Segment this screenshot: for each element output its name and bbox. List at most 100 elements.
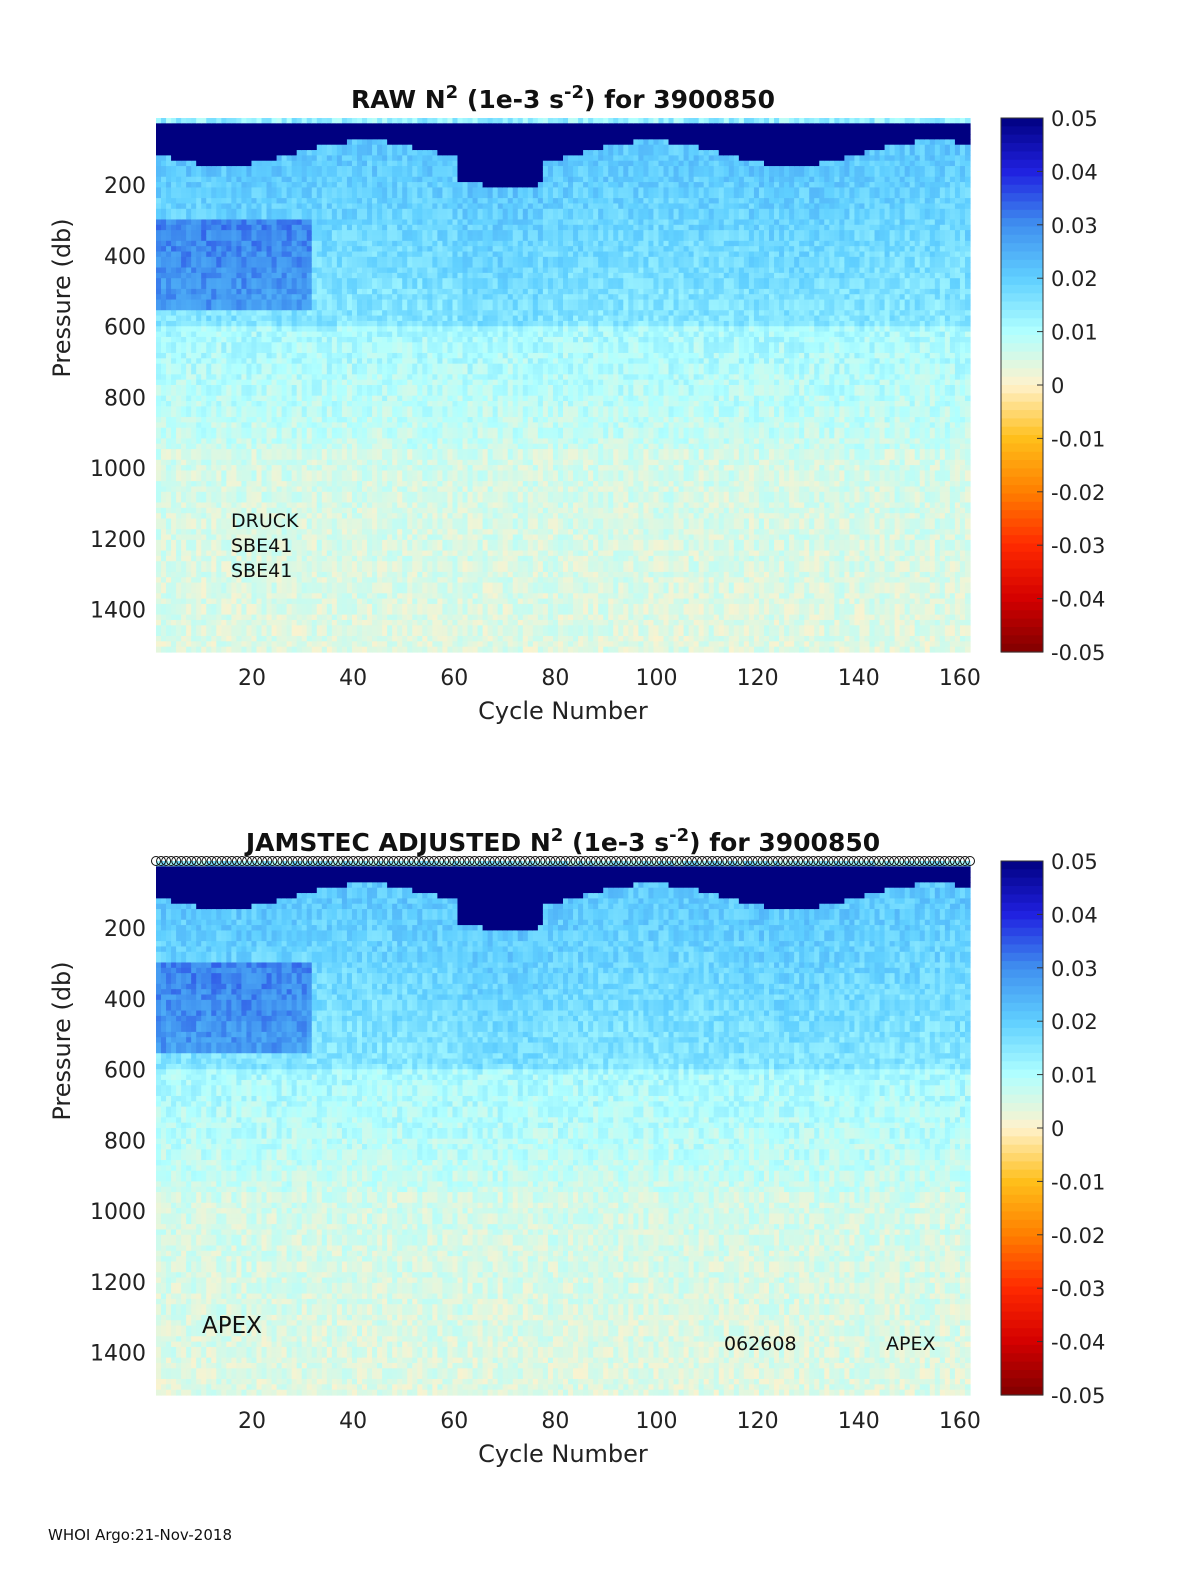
heatmap-cell — [292, 316, 298, 322]
heatmap-cell — [302, 460, 308, 466]
heatmap-cell — [191, 631, 197, 637]
heatmap-cell — [241, 428, 247, 434]
heatmap-cell — [226, 230, 232, 236]
heatmap-cell — [307, 289, 313, 295]
heatmap-cell — [156, 551, 162, 557]
heatmap-cell — [256, 246, 262, 252]
heatmap-cell — [272, 412, 278, 418]
heatmap-cell — [176, 268, 182, 274]
heatmap-cell — [196, 609, 202, 615]
heatmap-cell — [226, 118, 232, 124]
heatmap-cell — [272, 374, 278, 380]
heatmap-cell — [262, 609, 268, 615]
heatmap-cell — [206, 497, 212, 503]
heatmap-cell — [292, 476, 298, 482]
heatmap-cell — [161, 326, 167, 332]
heatmap-cell — [226, 209, 232, 215]
heatmap-cell — [297, 428, 303, 434]
heatmap-cell — [267, 593, 273, 599]
heatmap-cell — [262, 460, 268, 466]
heatmap-cell — [211, 262, 217, 268]
heatmap-cell — [262, 604, 268, 610]
heatmap-cell — [282, 438, 288, 444]
heatmap-cell — [211, 332, 217, 338]
heatmap-cell — [166, 305, 172, 311]
heatmap-cell — [196, 588, 202, 594]
heatmap-cell — [216, 369, 222, 375]
heatmap-cell — [221, 599, 227, 605]
heatmap-cell — [251, 241, 257, 247]
heatmap-cell — [262, 470, 268, 476]
heatmap-cell — [262, 417, 268, 423]
heatmap-cell — [302, 481, 308, 487]
heatmap-cell — [156, 123, 162, 129]
heatmap-cell — [246, 129, 252, 135]
heatmap-cell — [201, 380, 207, 386]
heatmap-cell — [307, 588, 313, 594]
heatmap-cell — [211, 497, 217, 503]
heatmap-cell — [216, 209, 222, 215]
heatmap-cell — [161, 540, 167, 546]
heatmap-cell — [186, 353, 192, 359]
heatmap-cell — [186, 300, 192, 306]
heatmap-cell — [191, 636, 197, 642]
heatmap-cell — [181, 321, 187, 327]
heatmap-cell — [292, 380, 298, 386]
heatmap-cell — [256, 300, 262, 306]
heatmap-cell — [196, 470, 202, 476]
heatmap-cell — [282, 257, 288, 263]
heatmap-cell — [277, 609, 283, 615]
heatmap-cell — [191, 385, 197, 391]
heatmap-cell — [256, 348, 262, 354]
heatmap-cell — [161, 572, 167, 578]
heatmap-cell — [201, 166, 207, 172]
heatmap-cell — [262, 583, 268, 589]
heatmap-cell — [282, 401, 288, 407]
heatmap-cell — [176, 599, 182, 605]
heatmap-cell — [246, 406, 252, 412]
heatmap-cell — [226, 321, 232, 327]
heatmap-cell — [267, 406, 273, 412]
heatmap-cell — [176, 625, 182, 631]
heatmap-cell — [231, 449, 237, 455]
heatmap-cell — [256, 497, 262, 503]
heatmap-cell — [211, 567, 217, 573]
heatmap-cell — [206, 300, 212, 306]
heatmap-cell — [156, 145, 162, 151]
heatmap-cell — [277, 406, 283, 412]
heatmap-cell — [156, 470, 162, 476]
heatmap-cell — [246, 257, 252, 263]
heatmap-cell — [196, 193, 202, 199]
heatmap-cell — [161, 123, 167, 129]
heatmap-cell — [221, 321, 227, 327]
heatmap-cell — [287, 198, 293, 204]
heatmap-cell — [307, 262, 313, 268]
heatmap-cell — [191, 129, 197, 135]
heatmap-cell — [196, 615, 202, 621]
heatmap-cell — [206, 230, 212, 236]
heatmap-cell — [216, 332, 222, 338]
heatmap-cell — [206, 588, 212, 594]
heatmap-cell — [256, 364, 262, 370]
heatmap-cell — [191, 305, 197, 311]
heatmap-cell — [156, 615, 162, 621]
heatmap-cell — [156, 134, 162, 140]
heatmap-cell — [287, 481, 293, 487]
heatmap-cell — [292, 422, 298, 428]
heatmap-cell — [307, 369, 313, 375]
heatmap-cell — [181, 631, 187, 637]
heatmap-cell — [176, 636, 182, 642]
heatmap-cell — [166, 625, 172, 631]
heatmap-cell — [231, 396, 237, 402]
heatmap-cell — [156, 604, 162, 610]
heatmap-cell — [221, 641, 227, 647]
heatmap-cell — [191, 470, 197, 476]
heatmap-cell — [297, 492, 303, 498]
heatmap-cell — [176, 300, 182, 306]
heatmap-cell — [221, 545, 227, 551]
heatmap-cell — [277, 422, 283, 428]
heatmap-cell — [221, 647, 227, 653]
heatmap-cell — [241, 219, 247, 225]
heatmap-cell — [256, 476, 262, 482]
heatmap-cell — [196, 524, 202, 530]
